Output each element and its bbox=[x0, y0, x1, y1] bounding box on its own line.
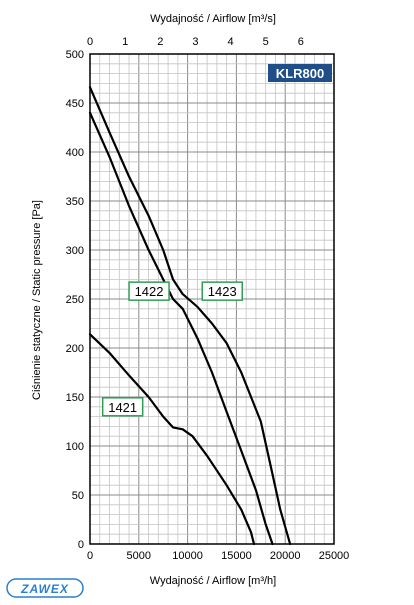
x-tick-label: 10000 bbox=[172, 550, 203, 562]
x2-tick-label: 2 bbox=[157, 36, 163, 48]
model-badge: KLR800 bbox=[268, 64, 332, 82]
x2-axis-title: Wydajność / Airflow [m³/s] bbox=[150, 13, 276, 25]
svg-text:1421: 1421 bbox=[108, 400, 137, 415]
svg-text:1423: 1423 bbox=[208, 284, 237, 299]
curves bbox=[88, 86, 292, 546]
curve-label-1423: 1423 bbox=[201, 281, 243, 301]
x2-tick-label: 1 bbox=[122, 36, 128, 48]
y-tick-label: 400 bbox=[66, 147, 84, 159]
x-axis-title: Wydajność / Airflow [m³/h] bbox=[150, 575, 276, 587]
y-tick-label: 450 bbox=[66, 98, 84, 110]
x2-tick-label: 4 bbox=[227, 36, 233, 48]
y-axis-title: Ciśnienie statyczne / Static pressure [P… bbox=[31, 200, 43, 400]
x-tick-label: 25000 bbox=[319, 550, 350, 562]
curve-label-1421: 1421 bbox=[101, 397, 144, 417]
x-tick-label: 20000 bbox=[270, 550, 301, 562]
x2-tick-label: 3 bbox=[192, 36, 198, 48]
y-tick-label: 500 bbox=[66, 49, 84, 61]
y-tick-label: 350 bbox=[66, 196, 84, 208]
y-tick-label: 100 bbox=[66, 441, 84, 453]
y-tick-label: 0 bbox=[78, 539, 84, 551]
y-tick-label: 300 bbox=[66, 245, 84, 257]
y-tick-label: 200 bbox=[66, 343, 84, 355]
svg-text:ZAWEX: ZAWEX bbox=[20, 582, 69, 596]
model-label: KLR800 bbox=[276, 66, 324, 81]
x2-tick-label: 5 bbox=[263, 36, 269, 48]
fan-curve-1421 bbox=[88, 333, 256, 546]
x-tick-label: 0 bbox=[87, 550, 93, 562]
x2-tick-label: 0 bbox=[87, 36, 93, 48]
x2-tick-label: 6 bbox=[298, 36, 304, 48]
y-tick-label: 50 bbox=[72, 490, 84, 502]
y-tick-label: 250 bbox=[66, 294, 84, 306]
zawex-logo: ZAWEX bbox=[6, 578, 84, 598]
fan-curve-1423 bbox=[88, 86, 292, 546]
curve-labels: 1421 1422 1423 bbox=[101, 281, 243, 417]
plot-frame bbox=[89, 53, 335, 545]
curve-label-1422: 1422 bbox=[128, 281, 170, 301]
fan-curve-1422 bbox=[88, 111, 274, 546]
x-tick-label: 15000 bbox=[221, 550, 252, 562]
y-tick-label: 150 bbox=[66, 392, 84, 404]
svg-text:1422: 1422 bbox=[135, 284, 164, 299]
x-tick-label: 5000 bbox=[127, 550, 151, 562]
tick-labels: 0 5000 10000 15000 20000 25000050100150200250… bbox=[66, 36, 350, 562]
